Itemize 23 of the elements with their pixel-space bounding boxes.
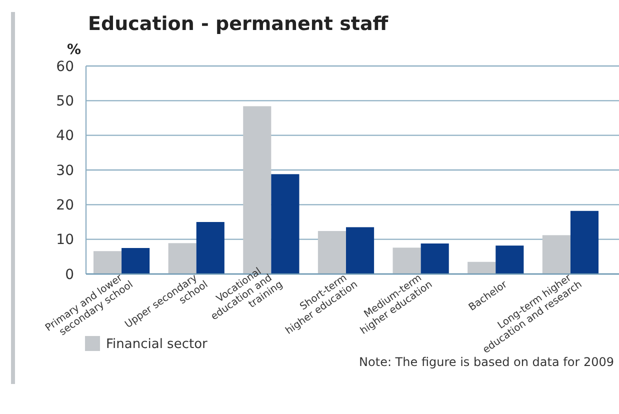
- legend-label: Financial sector: [106, 337, 208, 352]
- bar: [570, 210, 599, 274]
- bar: [271, 174, 300, 274]
- y-tick-label: 60: [56, 58, 74, 75]
- y-tick-label: 10: [56, 232, 74, 248]
- y-axis-title: %: [66, 42, 82, 58]
- bar: [346, 227, 374, 274]
- text: Note: The figure is based on data for 2009: [359, 355, 614, 369]
- bar: [542, 235, 570, 274]
- bar: [468, 262, 496, 274]
- bar: [420, 243, 449, 274]
- y-tick-label: 20: [56, 198, 74, 214]
- y-tick-label: 50: [56, 94, 74, 110]
- bar: [496, 246, 524, 274]
- bar: [122, 248, 150, 274]
- y-tick-label: 0: [65, 266, 74, 283]
- bar: [392, 248, 421, 274]
- bar: [168, 243, 196, 274]
- y-tick-label: 40: [56, 128, 74, 144]
- y-tick-label: 30: [56, 162, 74, 179]
- bar: [318, 231, 346, 274]
- chart-title: Education - permanent staff: [88, 13, 389, 35]
- bar: [93, 251, 122, 274]
